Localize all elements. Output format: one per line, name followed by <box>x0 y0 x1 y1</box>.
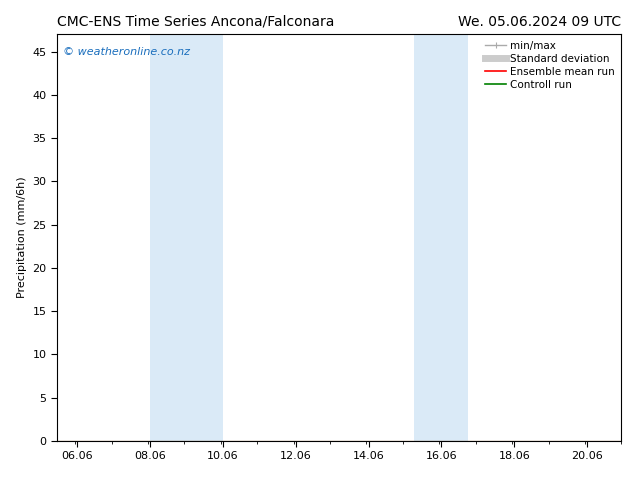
Legend: min/max, Standard deviation, Ensemble mean run, Controll run: min/max, Standard deviation, Ensemble me… <box>481 36 619 94</box>
Bar <box>150 34 223 441</box>
Bar <box>414 34 469 441</box>
Text: CMC-ENS Time Series Ancona/Falconara: CMC-ENS Time Series Ancona/Falconara <box>57 15 335 29</box>
Text: © weatheronline.co.nz: © weatheronline.co.nz <box>63 47 190 56</box>
Y-axis label: Precipitation (mm/6h): Precipitation (mm/6h) <box>17 177 27 298</box>
Text: We. 05.06.2024 09 UTC: We. 05.06.2024 09 UTC <box>458 15 621 29</box>
